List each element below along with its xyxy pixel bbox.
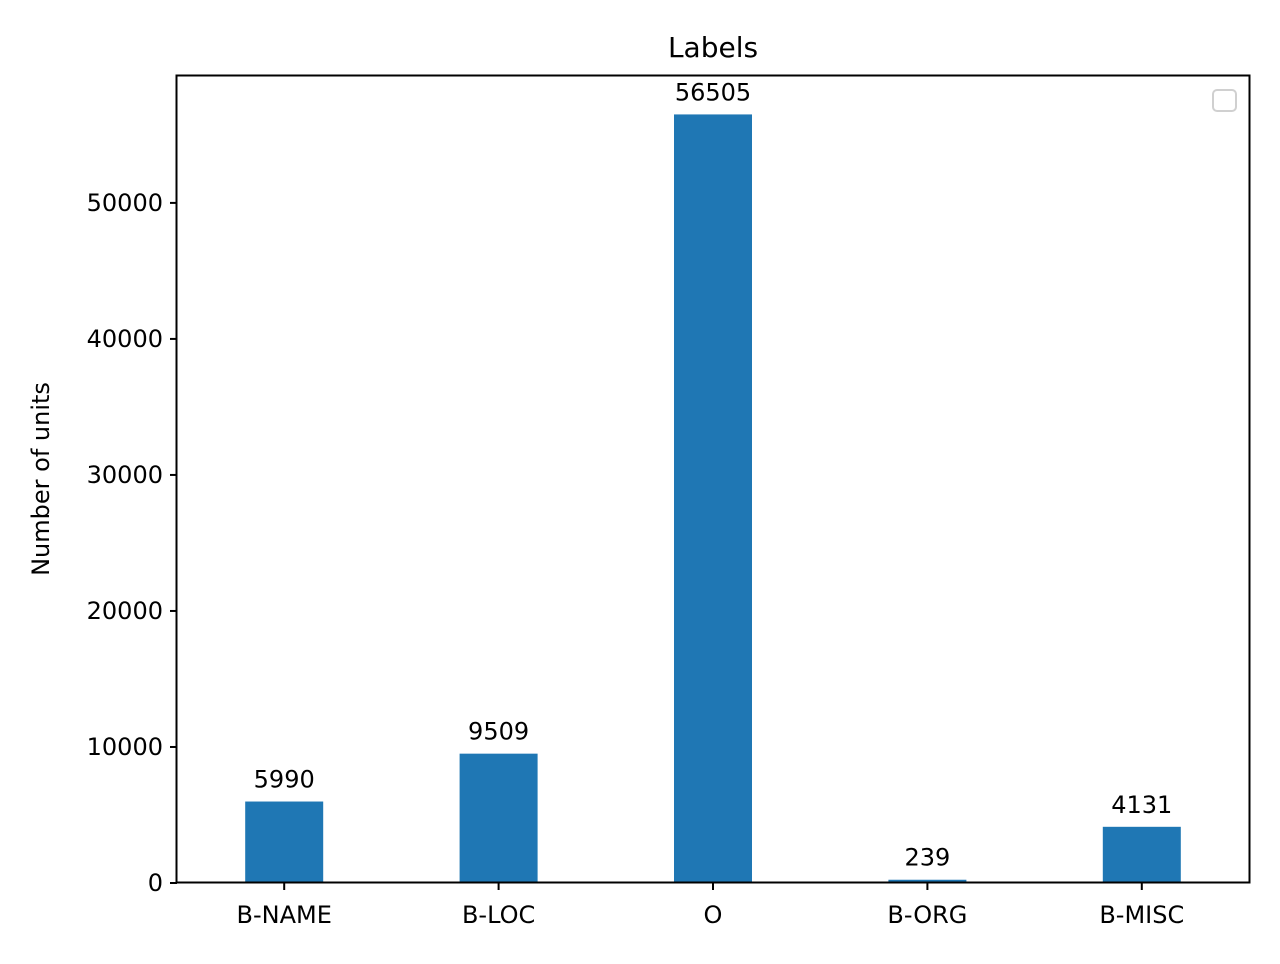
x-tick-label: B-NAME [237, 901, 332, 929]
bar-value-label: 5990 [254, 766, 315, 794]
x-tick-label: B-MISC [1099, 901, 1184, 929]
bar-value-label: 4131 [1111, 791, 1172, 819]
bar-value-label: 9509 [468, 718, 529, 746]
x-tick-label: O [704, 901, 723, 929]
y-tick-label: 30000 [87, 461, 163, 489]
bar-value-label: 239 [904, 844, 950, 872]
y-tick-label: 40000 [87, 325, 163, 353]
y-tick-label: 0 [148, 869, 163, 897]
bar [674, 114, 752, 883]
y-tick-label: 10000 [87, 733, 163, 761]
x-tick-label: B-LOC [462, 901, 535, 929]
x-axis-ticks: B-NAME B-LOC O B-ORG B-MISC [237, 883, 1184, 929]
legend-box [1212, 89, 1237, 112]
bars-group [245, 114, 1181, 883]
bar [245, 801, 324, 883]
x-tick-label: B-ORG [887, 901, 967, 929]
bar [1102, 826, 1181, 883]
chart-title: Labels [668, 31, 758, 64]
plot-frame [175, 74, 1251, 884]
bar [459, 753, 538, 883]
y-tick-label: 20000 [87, 597, 163, 625]
data-labels-group: 5990 9509 56505 239 4131 [254, 78, 1173, 871]
y-axis-label: Number of units [27, 382, 55, 576]
y-axis-ticks: 0 10000 20000 30000 40000 50000 [87, 189, 177, 897]
bar [888, 879, 967, 883]
bar-value-label: 56505 [675, 78, 751, 106]
y-tick-label: 50000 [87, 189, 163, 217]
